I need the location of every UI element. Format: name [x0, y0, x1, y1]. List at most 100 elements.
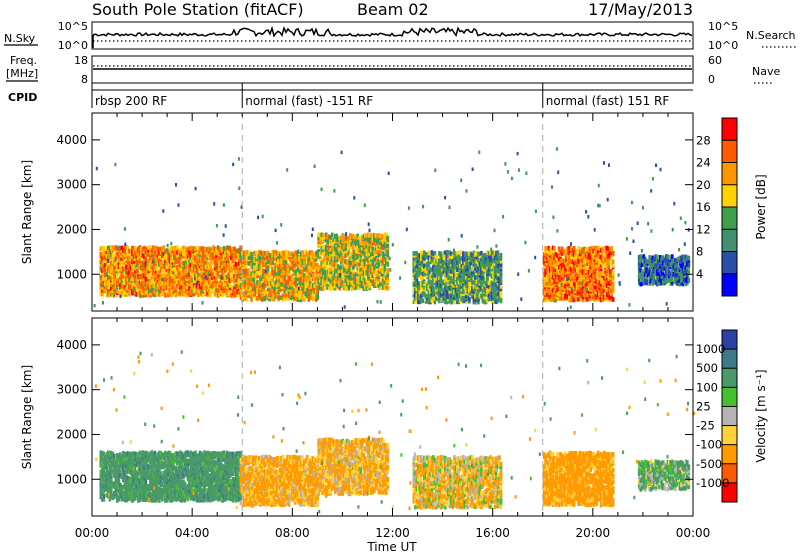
heatmap-cell [330, 239, 334, 245]
heatmap-cell [268, 289, 271, 294]
heatmap-cell [183, 274, 187, 280]
heatmap-cell [459, 273, 462, 278]
heatmap-cell [640, 262, 644, 268]
heatmap-cell [313, 296, 316, 302]
heatmap-cell [587, 269, 591, 275]
heatmap-cell [348, 252, 352, 258]
heatmap-cell [382, 241, 385, 247]
heatmap-cell [228, 292, 232, 298]
heatmap-cell [480, 250, 483, 256]
heatmap-cell [598, 280, 601, 285]
heatmap-cell [566, 279, 570, 284]
heatmap-cell [156, 280, 160, 286]
heatmap-cell [451, 265, 455, 271]
heatmap-cell [317, 281, 320, 287]
heatmap-cell [569, 246, 573, 251]
heatmap-cell [412, 292, 416, 298]
heatmap-cell [156, 246, 160, 252]
heatmap-cell [318, 285, 322, 290]
heatmap-cell [447, 278, 450, 284]
heatmap-cell [265, 255, 268, 260]
heatmap-cell [562, 287, 565, 292]
heatmap-cell [165, 276, 169, 282]
heatmap-cell [203, 287, 206, 292]
heatmap-cell [234, 271, 238, 276]
heatmap-cell [156, 269, 160, 274]
heatmap-cell [420, 296, 423, 302]
heatmap-cell [574, 295, 577, 300]
heatmap-cell [221, 271, 224, 276]
heatmap-cell [373, 268, 376, 273]
heatmap-cell [556, 259, 559, 265]
heatmap-cell [256, 280, 259, 285]
heatmap-cell [450, 299, 453, 305]
heatmap-cell [469, 277, 473, 283]
heatmap-cell [176, 245, 179, 251]
heatmap-cell [244, 273, 247, 279]
heatmap-cell [225, 253, 229, 259]
heatmap-cell [314, 256, 318, 262]
heatmap-cell [155, 282, 158, 287]
heatmap-cell [439, 257, 443, 263]
heatmap-cell [144, 246, 148, 252]
heatmap-cell [450, 269, 453, 274]
heatmap-cell [466, 260, 470, 265]
heatmap-cell [383, 285, 387, 291]
heatmap-cell [660, 265, 663, 270]
heatmap-cell [544, 290, 547, 295]
heatmap-cell [344, 248, 347, 254]
heatmap-cell [215, 250, 218, 256]
heatmap-cell [645, 267, 648, 272]
heatmap-cell [185, 269, 188, 275]
heatmap-cell [111, 270, 115, 275]
heatmap-cell [209, 265, 212, 271]
heatmap-cell [192, 246, 196, 252]
heatmap-cell [655, 271, 659, 276]
heatmap-cell [152, 286, 155, 291]
heatmap-cell [640, 255, 644, 261]
heatmap-cell [120, 266, 124, 272]
heatmap-cell [257, 288, 261, 293]
heatmap-cell [182, 278, 185, 283]
heatmap-cell [192, 291, 196, 297]
heatmap-cell [354, 245, 358, 250]
heatmap-cell [592, 294, 595, 300]
heatmap-cell [598, 246, 601, 251]
heatmap-cell [342, 251, 346, 256]
heatmap-cell [471, 285, 474, 291]
heatmap-cell [542, 255, 546, 260]
heatmap-cell [368, 240, 372, 245]
heatmap-cell [377, 263, 381, 268]
heatmap-cell [572, 277, 576, 283]
heatmap-cell [170, 254, 173, 259]
heatmap-cell [304, 275, 307, 281]
heatmap-cell [364, 261, 367, 267]
heatmap-cell [386, 278, 390, 283]
heatmap-cell [604, 245, 607, 251]
heatmap-cell [565, 279, 568, 285]
heatmap-cell [462, 277, 465, 283]
heatmap-cell [596, 265, 600, 270]
heatmap-cell [313, 264, 316, 270]
heatmap-cell [583, 259, 586, 264]
heatmap-cell [189, 252, 193, 258]
heatmap-cell [129, 272, 133, 278]
heatmap-cell [385, 278, 388, 283]
heatmap-cell [607, 265, 610, 270]
heatmap-cell [478, 276, 482, 282]
heatmap-cell [302, 267, 306, 272]
heatmap-cell [339, 248, 343, 254]
heatmap-cell [218, 288, 221, 293]
heatmap-cell [129, 268, 133, 273]
heatmap-cell [155, 259, 158, 264]
heatmap-cell [554, 258, 558, 264]
heatmap-cell [234, 253, 238, 258]
heatmap-cell [218, 280, 221, 286]
heatmap-cell [367, 253, 370, 259]
heatmap-cell [227, 248, 230, 254]
heatmap-cell [350, 270, 353, 275]
heatmap-cell [459, 289, 462, 294]
heatmap-cell [218, 246, 221, 252]
heatmap-cell [321, 247, 325, 253]
heatmap-cell [583, 253, 586, 258]
